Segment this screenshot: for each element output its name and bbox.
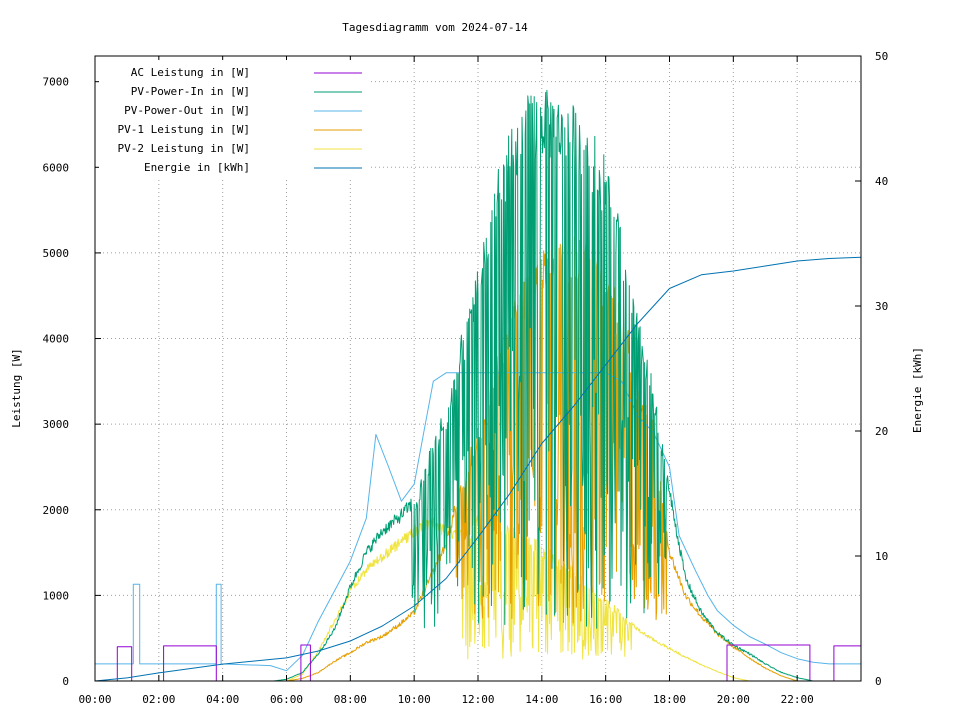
y-tick-label: 4000 (43, 333, 70, 346)
x-tick-label: 00:00 (78, 693, 111, 706)
x-tick-label: 12:00 (461, 693, 494, 706)
y2-tick-label: 50 (875, 50, 888, 63)
x-tick-labels: 00:00 02:00 04:00 06:00 08:00 10:00 12:00 14:00… (78, 693, 813, 706)
legend-label: AC Leistung in [W] (131, 66, 250, 79)
legend-label: PV-Power-In in [W] (131, 85, 250, 98)
series-line-5 (94, 256, 862, 682)
y2-axis-label: Energie [kWh] (911, 347, 924, 433)
y-tick-label: 1000 (43, 589, 70, 602)
y-tick-labels: 0 1000 2000 3000 4000 5000 6000 7000 (43, 76, 70, 688)
x-tick-label: 14:00 (525, 693, 558, 706)
x-tick-label: 22:00 (781, 693, 814, 706)
x-tick-label: 10:00 (398, 693, 431, 706)
x-tick-label: 18:00 (653, 693, 686, 706)
x-tick-label: 04:00 (206, 693, 239, 706)
y2-tick-labels: 0 10 20 30 40 50 (875, 50, 888, 688)
x-tick-label: 16:00 (589, 693, 622, 706)
y-tick-label: 7000 (43, 76, 70, 89)
legend-background (99, 60, 369, 178)
y-tick-label: 3000 (43, 418, 70, 431)
y2-tick-label: 10 (875, 550, 888, 563)
y2-tick-label: 0 (875, 675, 882, 688)
y-axis-label: Leistung [W] (10, 348, 23, 427)
y2-tick-label: 40 (875, 175, 888, 188)
y-tick-label: 2000 (43, 504, 70, 517)
x-tick-label: 08:00 (334, 693, 367, 706)
y-tick-label: 5000 (43, 247, 70, 260)
y-tick-label: 6000 (43, 161, 70, 174)
axis-ticks (94, 55, 861, 682)
x-tick-label: 06:00 (270, 693, 303, 706)
y2-tick-label: 20 (875, 425, 888, 438)
legend-label: Energie in [kWh] (144, 161, 250, 174)
legend-label: PV-Power-Out in [W] (124, 104, 250, 117)
series-line-0 (95, 644, 861, 682)
chart-title: Tagesdiagramm vom 2024-07-14 (342, 21, 528, 34)
legend-label: PV-1 Leistung in [W] (118, 123, 250, 136)
series-line-2 (95, 372, 861, 672)
legend-label: PV-2 Leistung in [W] (118, 142, 250, 155)
legend: AC Leistung in [W] PV-Power-In in [W] PV-P… (99, 60, 369, 178)
x-tick-label: 20:00 (717, 693, 750, 706)
y2-tick-label: 30 (875, 300, 888, 313)
y-tick-label: 0 (62, 675, 69, 688)
x-tick-label: 02:00 (142, 693, 175, 706)
